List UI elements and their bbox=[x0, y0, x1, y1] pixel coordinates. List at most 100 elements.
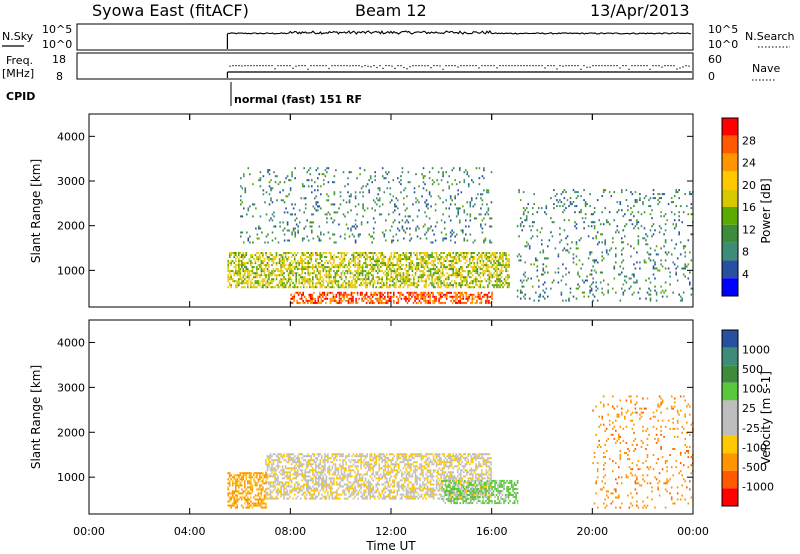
heatmap-cell bbox=[324, 483, 326, 486]
heatmap-cell bbox=[351, 286, 353, 289]
heatmap-cell bbox=[604, 243, 606, 246]
nave-point bbox=[541, 65, 543, 67]
heatmap-cell bbox=[330, 258, 332, 261]
heatmap-cell bbox=[420, 264, 423, 267]
heatmap-cell bbox=[324, 252, 326, 254]
heatmap-cell bbox=[455, 262, 457, 265]
heatmap-cell bbox=[360, 463, 362, 466]
heatmap-cell bbox=[528, 245, 531, 248]
heatmap-cell bbox=[459, 207, 461, 210]
heatmap-cell bbox=[463, 258, 465, 261]
heatmap-cell bbox=[239, 276, 242, 279]
heatmap-cell bbox=[462, 297, 465, 300]
heatmap-cell bbox=[284, 483, 287, 486]
heatmap-cell bbox=[324, 262, 326, 265]
heatmap-cell bbox=[506, 266, 509, 269]
heatmap-cell bbox=[382, 495, 385, 498]
heatmap-cell bbox=[239, 252, 242, 254]
heatmap-cell bbox=[361, 266, 364, 269]
heatmap-cell bbox=[490, 201, 493, 204]
heatmap-cell bbox=[289, 286, 291, 289]
heatmap-cell bbox=[478, 266, 480, 269]
heatmap-cell bbox=[393, 278, 396, 281]
heatmap-cell bbox=[415, 291, 418, 294]
heatmap-cell bbox=[262, 280, 264, 283]
heatmap-cell bbox=[398, 481, 400, 484]
heatmap-cell bbox=[449, 254, 451, 257]
heatmap-cell bbox=[357, 203, 360, 206]
heatmap-cell bbox=[431, 256, 433, 259]
heatmap-cell bbox=[522, 273, 525, 276]
heatmap-cell bbox=[624, 275, 626, 278]
heatmap-cell bbox=[465, 219, 467, 222]
heatmap-cell bbox=[593, 225, 596, 228]
heatmap-cell bbox=[441, 272, 444, 275]
heatmap-cell bbox=[339, 477, 341, 480]
heatmap-cell bbox=[423, 297, 425, 300]
heatmap-cell bbox=[394, 203, 396, 206]
heatmap-cell bbox=[500, 266, 503, 269]
heatmap-cell bbox=[661, 265, 664, 268]
heatmap-cell bbox=[293, 469, 296, 472]
heatmap-cell bbox=[344, 237, 346, 240]
heatmap-cell bbox=[230, 254, 232, 257]
heatmap-cell bbox=[348, 453, 350, 456]
heatmap-cell bbox=[297, 225, 299, 228]
heatmap-cell bbox=[401, 167, 404, 170]
heatmap-cell bbox=[491, 274, 494, 277]
nave-point bbox=[358, 65, 360, 67]
heatmap-cell bbox=[396, 459, 399, 462]
heatmap-cell bbox=[487, 258, 489, 261]
heatmap-cell bbox=[337, 270, 340, 273]
heatmap-cell bbox=[355, 475, 358, 478]
heatmap-cell bbox=[334, 280, 337, 283]
heatmap-cell bbox=[476, 258, 479, 261]
heatmap-cell bbox=[238, 262, 240, 265]
heatmap-cell bbox=[281, 270, 284, 273]
heatmap-cell bbox=[496, 280, 498, 283]
heatmap-cell bbox=[251, 270, 254, 273]
heatmap-cell bbox=[376, 495, 379, 498]
heatmap-cell bbox=[376, 455, 379, 458]
heatmap-cell bbox=[376, 293, 378, 296]
heatmap-cell bbox=[256, 270, 258, 273]
heatmap-cell bbox=[607, 253, 609, 256]
heatmap-cell bbox=[331, 453, 334, 456]
heatmap-cell bbox=[391, 295, 394, 298]
heatmap-cell bbox=[280, 453, 282, 456]
heatmap-cell bbox=[295, 497, 297, 500]
heatmap-cell bbox=[676, 257, 679, 260]
heatmap-cell bbox=[333, 497, 335, 500]
heatmap-cell bbox=[288, 179, 290, 182]
nave-point bbox=[352, 65, 354, 67]
heatmap-cell bbox=[392, 179, 395, 182]
heatmap-cell bbox=[320, 231, 322, 234]
heatmap-cell bbox=[296, 487, 299, 490]
heatmap-cell bbox=[348, 195, 351, 198]
heatmap-cell bbox=[302, 473, 305, 476]
heatmap-cell bbox=[589, 251, 591, 254]
heatmap-cell bbox=[666, 253, 668, 256]
heatmap-cell bbox=[287, 274, 290, 277]
heatmap-cell bbox=[313, 272, 316, 275]
heatmap-cell bbox=[437, 284, 439, 287]
heatmap-cell bbox=[318, 272, 320, 275]
heatmap-cell bbox=[621, 249, 623, 252]
heatmap-cell bbox=[254, 262, 257, 265]
heatmap-cell bbox=[228, 282, 231, 285]
heatmap-cell bbox=[392, 195, 395, 198]
heatmap-cell bbox=[230, 284, 232, 287]
heatmap-cell bbox=[254, 276, 257, 279]
heatmap-cell bbox=[395, 270, 397, 273]
heatmap-cell bbox=[300, 293, 303, 296]
heatmap-cell bbox=[379, 256, 382, 259]
heatmap-cell bbox=[293, 473, 296, 476]
heatmap-cell bbox=[390, 256, 393, 259]
heatmap-cell bbox=[289, 270, 291, 273]
heatmap-cell bbox=[487, 213, 490, 216]
heatmap-cell bbox=[419, 274, 421, 277]
heatmap-cell bbox=[339, 191, 342, 194]
heatmap-cell bbox=[411, 274, 414, 277]
heatmap-cell bbox=[378, 187, 381, 190]
heatmap-cell bbox=[347, 299, 350, 302]
